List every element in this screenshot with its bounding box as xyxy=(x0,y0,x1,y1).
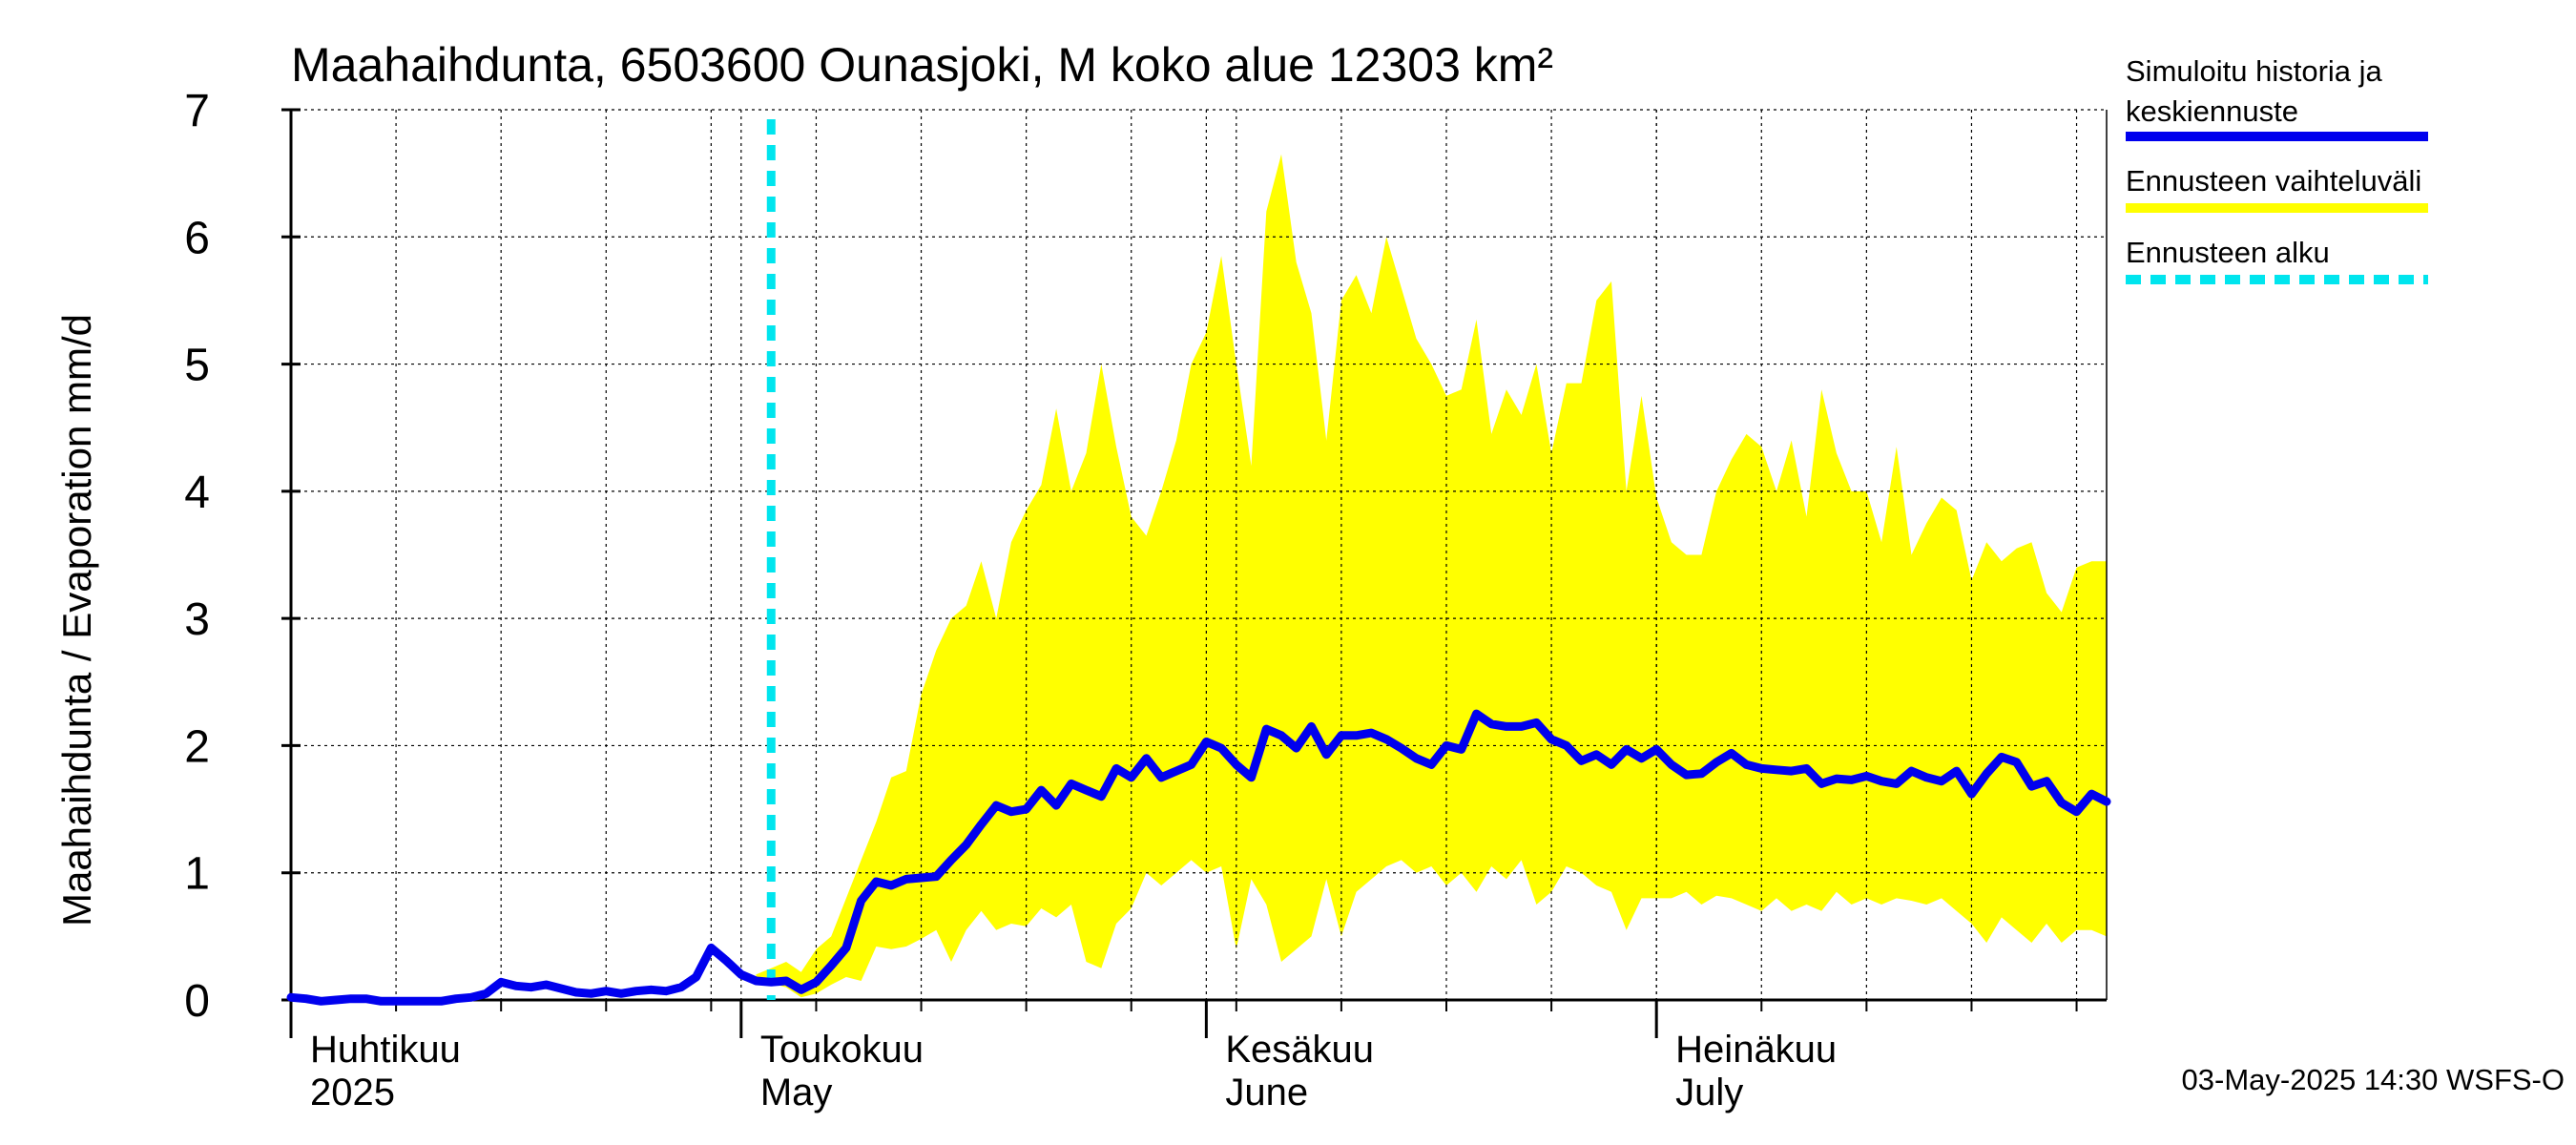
legend-simulated-label-line2: keskiennuste xyxy=(2126,94,2298,128)
x-month-label: Heinäkuu xyxy=(1675,1029,1837,1071)
x-month-label: Kesäkuu xyxy=(1225,1029,1374,1071)
x-month-sublabel: 2025 xyxy=(310,1072,395,1114)
x-month-sublabel: June xyxy=(1225,1072,1308,1114)
simulated-median-line xyxy=(286,709,2111,1006)
y-tick-label: 0 xyxy=(184,976,210,1027)
y-tick-label: 7 xyxy=(184,86,210,136)
x-month-label: Toukokuu xyxy=(760,1029,924,1071)
legend-simulated-label: Simuloitu historia ja xyxy=(2126,54,2383,88)
y-tick-label: 3 xyxy=(184,594,210,645)
x-month-sublabel: May xyxy=(760,1072,833,1114)
y-tick-label: 1 xyxy=(184,849,210,900)
y-tick-label: 4 xyxy=(184,468,210,518)
legend: Simuloitu historia ja keskiennuste Ennuste… xyxy=(2126,54,2428,284)
x-month-label: Huhtikuu xyxy=(310,1029,461,1071)
legend-range-label: Ennusteen vaihteluväli xyxy=(2126,164,2421,198)
chart-title: Maahaihdunta, 6503600 Ounasjoki, M koko … xyxy=(291,38,1553,92)
y-tick-label: 2 xyxy=(184,721,210,772)
y-tick-label: 6 xyxy=(184,213,210,263)
x-month-sublabel: July xyxy=(1675,1072,1743,1114)
legend-forecast-start-label: Ennusteen alku xyxy=(2126,236,2330,269)
y-tick-label: 5 xyxy=(184,341,210,391)
plot-area: 01234567Huhtikuu2025ToukokuuMayKesäkuuJu… xyxy=(184,86,2111,1114)
timestamp-footer: 03-May-2025 14:30 WSFS-O xyxy=(2182,1063,2565,1096)
y-axis-label: Maahaihdunta / Evaporation mm/d xyxy=(54,314,99,926)
forecast-range-band xyxy=(756,154,2107,998)
